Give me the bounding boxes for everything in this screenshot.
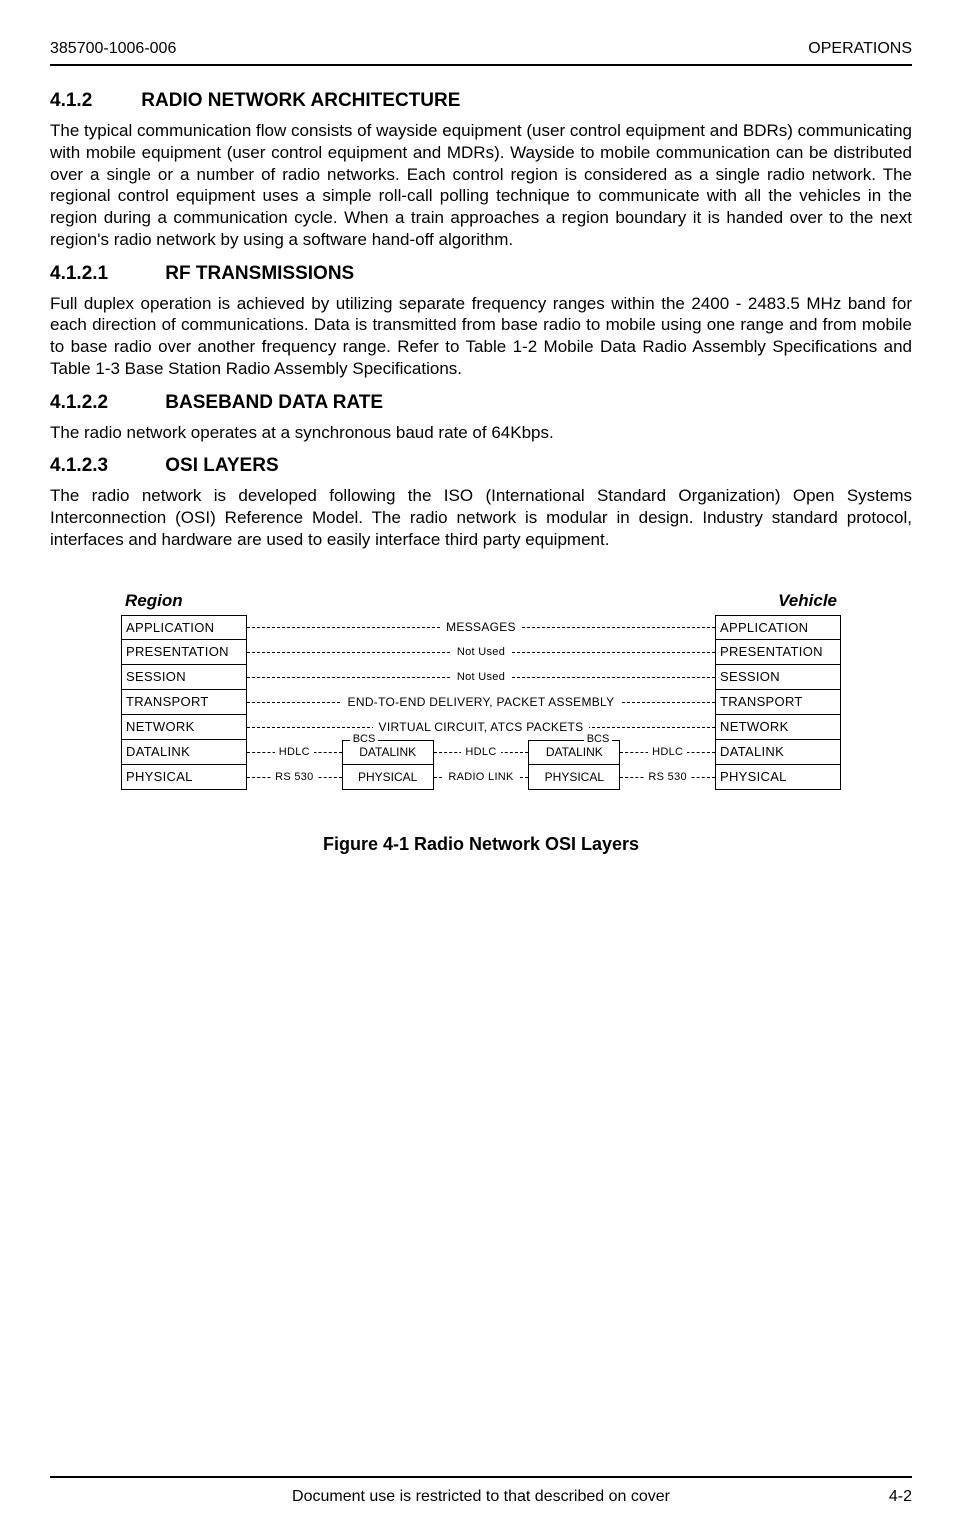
- heading-num: 4.1.2.3: [50, 455, 160, 477]
- heading-num: 4.1.2: [50, 90, 136, 112]
- mid-notused: Not Used: [451, 646, 511, 658]
- vehicle-layer: DATALINK: [715, 740, 841, 765]
- rs530-label: RS 530: [644, 771, 691, 783]
- heading-title: RADIO NETWORK ARCHITECTURE: [141, 90, 460, 111]
- bcs-physical-left: PHYSICAL: [342, 765, 434, 790]
- figure-caption: Figure 4-1 Radio Network OSI Layers: [50, 834, 912, 855]
- diagram-column-titles: Region Vehicle: [121, 591, 841, 615]
- page-footer: Document use is restricted to that descr…: [50, 1476, 912, 1506]
- layer-physical: PHYSICAL RS 530 PHYSICAL RADIO LINK PHYS…: [121, 765, 841, 790]
- region-layer: APPLICATION: [121, 615, 247, 640]
- mid-messages: MESSAGES: [440, 620, 522, 634]
- region-layer: NETWORK: [121, 715, 247, 740]
- bcs-physical-right: PHYSICAL: [528, 765, 620, 790]
- heading-num: 4.1.2.2: [50, 392, 160, 414]
- page-header: 385700-1006-006 OPERATIONS: [50, 40, 912, 66]
- radiolink-label: RADIO LINK: [444, 771, 517, 783]
- layer-application: APPLICATION MESSAGES APPLICATION: [121, 615, 841, 640]
- region-layer: DATALINK: [121, 740, 247, 765]
- mid-endtoend: END-TO-END DELIVERY, PACKET ASSEMBLY: [342, 695, 621, 709]
- heading-4-1-2: 4.1.2 RADIO NETWORK ARCHITECTURE: [50, 90, 912, 112]
- body-4-1-2-2: The radio network operates at a synchron…: [50, 422, 912, 444]
- title-region: Region: [125, 591, 183, 611]
- layer-presentation: PRESENTATION Not Used PRESENTATION: [121, 640, 841, 665]
- region-layer: PRESENTATION: [121, 640, 247, 665]
- rs530-label: RS 530: [271, 771, 318, 783]
- heading-num: 4.1.2.1: [50, 263, 160, 285]
- heading-title: BASEBAND DATA RATE: [165, 392, 383, 413]
- hdlc-label: HDLC: [648, 746, 687, 758]
- vehicle-layer: APPLICATION: [715, 615, 841, 640]
- region-layer: TRANSPORT: [121, 690, 247, 715]
- vehicle-layer: SESSION: [715, 665, 841, 690]
- vehicle-layer: PRESENTATION: [715, 640, 841, 665]
- bcs-labels: BCS BCS: [247, 733, 715, 745]
- hdlc-label: HDLC: [275, 746, 314, 758]
- doc-number: 385700-1006-006: [50, 40, 176, 58]
- heading-title: OSI LAYERS: [165, 455, 278, 476]
- body-4-1-2-3: The radio network is developed following…: [50, 485, 912, 550]
- region-layer: SESSION: [121, 665, 247, 690]
- mid-notused: Not Used: [451, 671, 511, 683]
- heading-title: RF TRANSMISSIONS: [165, 263, 354, 284]
- footer-center: Document use is restricted to that descr…: [50, 1488, 912, 1506]
- body-4-1-2-1: Full duplex operation is achieved by uti…: [50, 293, 912, 380]
- heading-4-1-2-3: 4.1.2.3 OSI LAYERS: [50, 455, 912, 477]
- bcs-left: BCS: [350, 733, 379, 745]
- hdlc-label: HDLC: [461, 746, 500, 758]
- vehicle-layer: TRANSPORT: [715, 690, 841, 715]
- bcs-right: BCS: [584, 733, 613, 745]
- heading-4-1-2-1: 4.1.2.1 RF TRANSMISSIONS: [50, 263, 912, 285]
- region-layer: PHYSICAL: [121, 765, 247, 790]
- heading-4-1-2-2: 4.1.2.2 BASEBAND DATA RATE: [50, 392, 912, 414]
- layer-transport: TRANSPORT END-TO-END DELIVERY, PACKET AS…: [121, 690, 841, 715]
- layer-datalink: BCS BCS DATALINK HDLC DATALINK HDLC DATA…: [121, 740, 841, 765]
- doc-section: OPERATIONS: [808, 40, 912, 58]
- vehicle-layer: PHYSICAL: [715, 765, 841, 790]
- title-vehicle: Vehicle: [778, 591, 837, 611]
- vehicle-layer: NETWORK: [715, 715, 841, 740]
- layer-session: SESSION Not Used SESSION: [121, 665, 841, 690]
- osi-diagram: Region Vehicle APPLICATION MESSAGES APPL…: [50, 591, 912, 790]
- body-4-1-2: The typical communication flow consists …: [50, 120, 912, 251]
